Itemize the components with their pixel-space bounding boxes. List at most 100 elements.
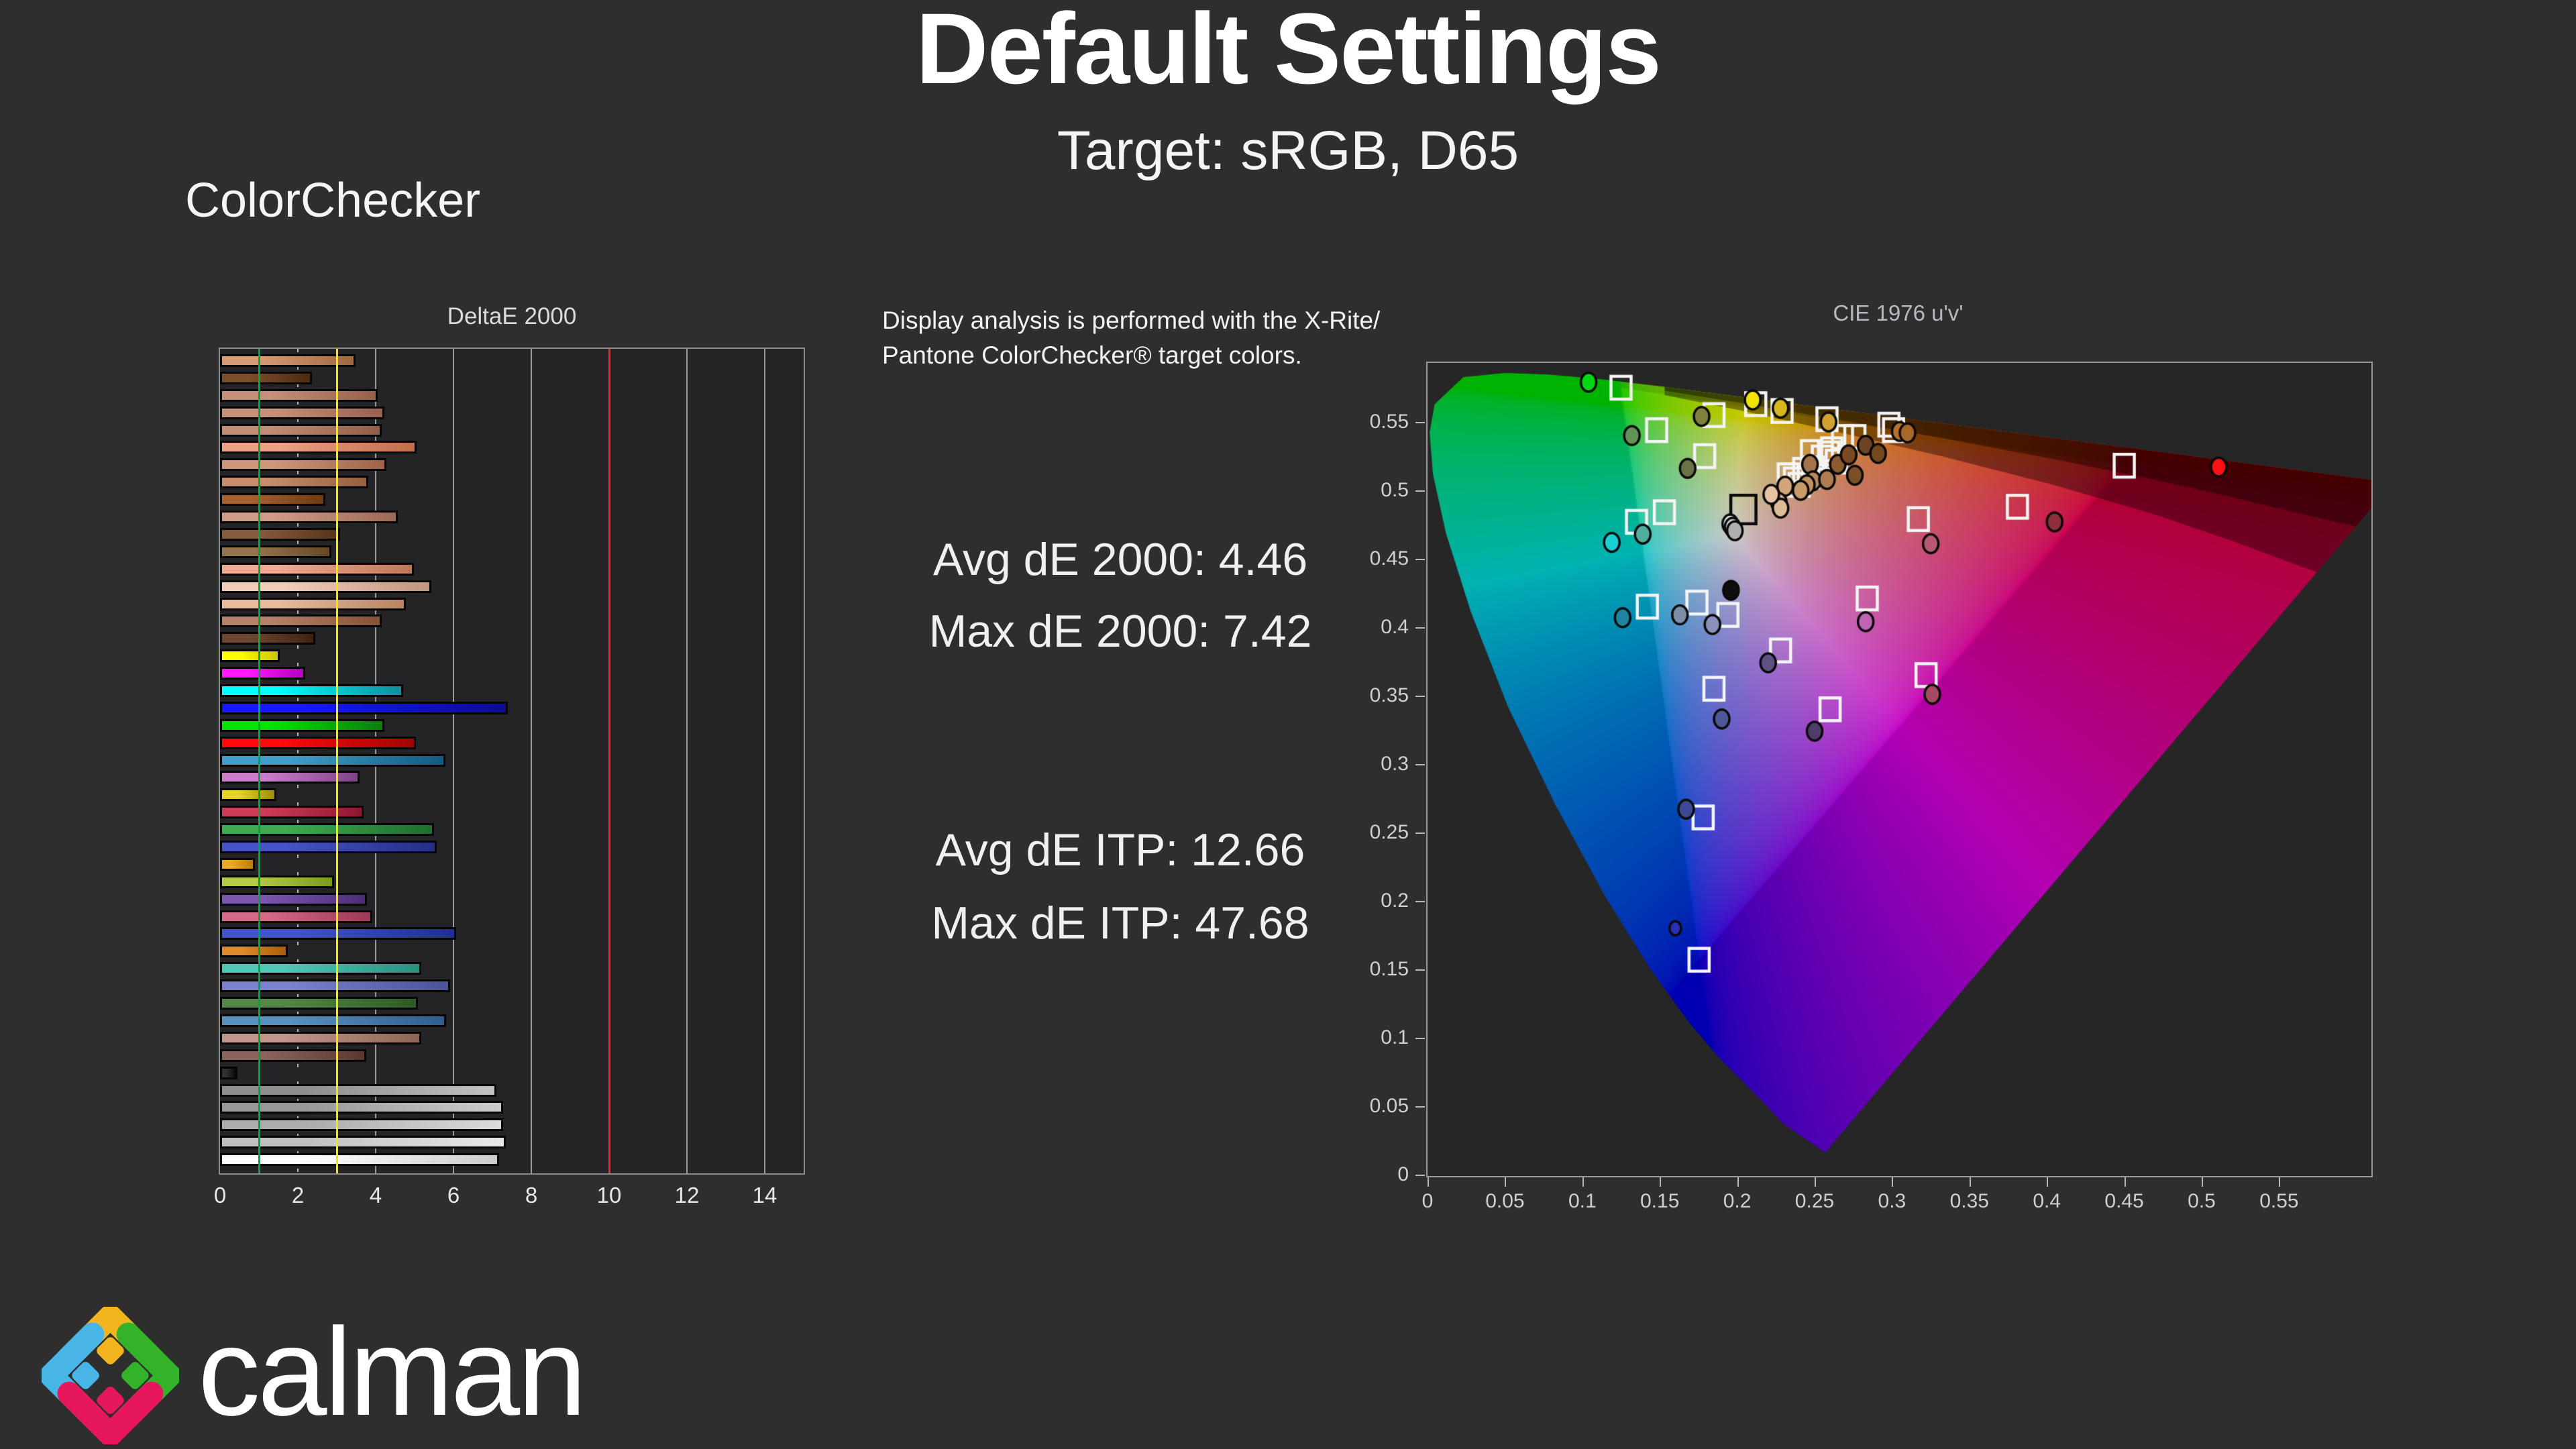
bar-patch-29 [220, 841, 437, 854]
cie-x-tick [1582, 1177, 1584, 1187]
colorchecker-heading: ColorChecker [185, 174, 481, 227]
cie-y-tick [1415, 1106, 1425, 1108]
cie-y-tick-label: 0.25 [1369, 821, 1409, 843]
cie-y-tick-label: 0.5 [1381, 479, 1409, 501]
bar-patch-40 [220, 1031, 422, 1044]
bar-chart-x-tick-label: 12 [674, 1183, 700, 1208]
bar-patch-30 [220, 857, 256, 871]
bar-patch-13 [220, 562, 414, 576]
bar-patch-12 [220, 545, 332, 558]
bar-patch-5 [220, 423, 382, 437]
calman-logo-text: calman [198, 1302, 587, 1442]
bar-patch-24 [220, 753, 445, 767]
bar-chart-gridline [531, 349, 532, 1173]
cie-1976-diagram [1426, 362, 2373, 1177]
cie-y-tick-label: 0.4 [1381, 616, 1409, 638]
cie-y-tick-label: 0.35 [1369, 684, 1409, 706]
stat-max-deitp: Max dE ITP: 47.68 [931, 898, 1309, 949]
cie-x-tick-label: 0.55 [2259, 1190, 2299, 1212]
note-line-2: Pantone ColorChecker® target colors. [882, 341, 1302, 369]
bar-patch-14 [220, 580, 431, 593]
bar-patch-45 [220, 1118, 503, 1132]
bar-patch-9 [220, 493, 326, 506]
cie-x-tick [2047, 1177, 2049, 1187]
bar-chart-x-tick-label: 14 [752, 1183, 777, 1208]
bar-patch-31 [220, 875, 334, 888]
bar-patch-32 [220, 892, 367, 906]
cie-x-tick [2279, 1177, 2281, 1187]
cie-x-tick [1428, 1177, 1429, 1187]
cie-x-tick-label: 0.1 [1568, 1190, 1597, 1212]
cie-x-tick [1660, 1177, 1662, 1187]
bar-patch-41 [220, 1049, 366, 1062]
cie-y-tick [1415, 901, 1425, 902]
bar-patch-43 [220, 1083, 496, 1097]
cie-chart-title: CIE 1976 u'v' [1833, 301, 1964, 325]
stat-avg-deitp: Avg dE ITP: 12.66 [935, 824, 1305, 875]
bar-chart-reference-line [608, 349, 610, 1173]
logo-diamond-bottom [97, 1387, 124, 1414]
bar-chart-x-tick-label: 2 [291, 1183, 305, 1208]
bar-chart-title: DeltaE 2000 [447, 303, 577, 329]
cie-x-tick [2202, 1177, 2203, 1187]
bar-patch-6 [220, 441, 417, 454]
cie-x-tick [1815, 1177, 1816, 1187]
bar-patch-18 [220, 649, 280, 663]
cie-x-tick [1892, 1177, 1894, 1187]
bar-patch-22 [220, 718, 385, 732]
bar-patch-27 [220, 806, 364, 819]
cie-x-tick-label: 0.4 [2033, 1190, 2061, 1212]
calman-logo-icon [42, 1307, 179, 1444]
bar-patch-42 [220, 1066, 237, 1079]
cie-x-tick-label: 0.25 [1794, 1190, 1835, 1212]
cie-x-tick [2124, 1177, 2126, 1187]
bar-chart-x-tick-label: 8 [525, 1183, 538, 1208]
bar-patch-20 [220, 684, 403, 697]
cie-x-tick [1737, 1177, 1739, 1187]
page-title: Default Settings [916, 0, 1662, 105]
cie-y-tick-label: 0.05 [1369, 1095, 1409, 1117]
cie-y-tick-label: 0 [1397, 1163, 1409, 1185]
bar-chart-x-tick-label: 0 [213, 1183, 227, 1208]
cie-y-tick [1415, 833, 1425, 834]
bar-patch-10 [220, 511, 398, 524]
bar-patch-28 [220, 823, 434, 837]
stat-avg-de2000: Avg dE 2000: 4.46 [932, 534, 1308, 585]
logo-diamond-left [72, 1362, 99, 1389]
cie-y-tick [1415, 969, 1425, 971]
bar-patch-26 [220, 788, 277, 802]
bar-patch-4 [220, 406, 385, 419]
cie-y-tick [1415, 1175, 1425, 1176]
bar-chart-x-tick-label: 6 [447, 1183, 460, 1208]
cie-x-tick-label: 0.5 [2188, 1190, 2216, 1212]
bar-patch-11 [220, 527, 340, 541]
cie-y-tick [1415, 696, 1425, 697]
bar-patch-21 [220, 701, 508, 714]
logo-diamond-top [97, 1337, 124, 1364]
bar-patch-38 [220, 997, 419, 1010]
cie-x-tick-label: 0.3 [1878, 1190, 1907, 1212]
bar-patch-17 [220, 632, 315, 645]
cie-y-tick [1415, 490, 1425, 492]
bar-chart-gridline [764, 349, 765, 1173]
bar-patch-15 [220, 597, 406, 610]
page-subtitle: Target: sRGB, D65 [1057, 120, 1519, 181]
bar-patch-39 [220, 1014, 446, 1027]
bar-patch-36 [220, 962, 422, 975]
bar-patch-46 [220, 1136, 506, 1149]
cie-y-tick [1415, 422, 1425, 423]
bar-chart-x-tick-label: 10 [596, 1183, 622, 1208]
bar-patch-2 [220, 371, 313, 384]
bar-patch-47 [220, 1153, 499, 1167]
note-line-1: Display analysis is performed with the X… [882, 307, 1381, 334]
bar-patch-1 [220, 354, 356, 367]
bar-patch-23 [220, 736, 416, 749]
bar-patch-19 [220, 667, 306, 680]
bar-patch-25 [220, 771, 360, 784]
cie-y-tick-label: 0.15 [1369, 958, 1409, 980]
analysis-note: Display analysis is performed with the X… [882, 303, 1392, 373]
stat-max-de2000: Max dE 2000: 7.42 [928, 606, 1312, 657]
bar-chart-x-tick-label: 4 [369, 1183, 382, 1208]
cie-x-tick [1969, 1177, 1971, 1187]
